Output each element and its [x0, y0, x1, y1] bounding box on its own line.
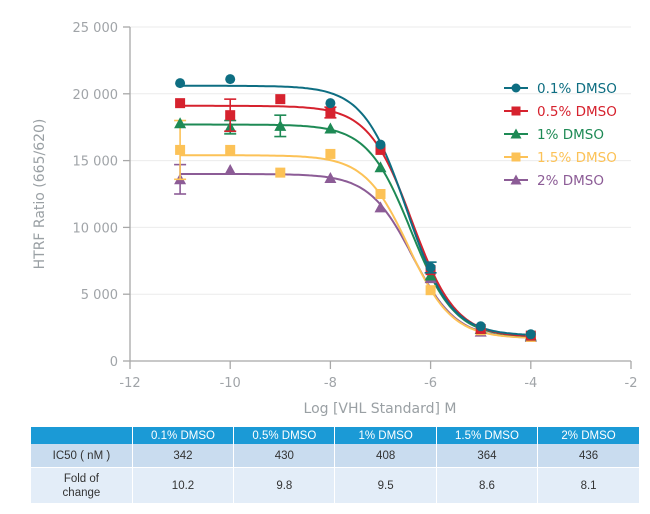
fit-curve — [180, 174, 531, 338]
square-marker — [512, 153, 521, 162]
table-cell: 342 — [132, 444, 233, 468]
square-marker — [175, 98, 185, 108]
x-tick-label: -12 — [119, 376, 140, 391]
legend-label: 0.5% DMSO — [537, 104, 617, 120]
legend-label: 1% DMSO — [537, 127, 604, 143]
table-cell: 9.8 — [234, 468, 335, 504]
legend-item: 2% DMSO — [504, 173, 604, 189]
square-marker — [275, 94, 285, 104]
y-tick-label: 0 — [110, 355, 118, 370]
table-cell: 8.1 — [538, 468, 639, 504]
square-marker — [512, 107, 521, 116]
table-cell: 10.2 — [132, 468, 233, 504]
table-cell: 430 — [234, 444, 335, 468]
table-header-cell — [31, 427, 132, 444]
results-table: 0.1% DMSO 0.5% DMSO 1% DMSO 1.5% DMSO 2%… — [31, 427, 639, 503]
square-marker — [376, 189, 386, 199]
triangle-marker — [375, 161, 387, 172]
circle-marker — [426, 262, 436, 272]
table-cell: 9.5 — [335, 468, 436, 504]
circle-marker — [512, 84, 521, 93]
row-label: IC50 ( nM ) — [31, 444, 132, 468]
table-header-row: 0.1% DMSO 0.5% DMSO 1% DMSO 1.5% DMSO 2%… — [31, 427, 639, 444]
legend-item: 1.5% DMSO — [504, 150, 617, 166]
legend-label: 1.5% DMSO — [537, 150, 617, 166]
y-tick-label: 10 000 — [73, 221, 119, 236]
legend-label: 0.1% DMSO — [537, 81, 617, 97]
x-tick-label: -2 — [625, 376, 638, 391]
table-header-cell: 1.5% DMSO — [436, 427, 537, 444]
x-tick-label: -4 — [524, 376, 537, 391]
table-cell: 8.6 — [436, 468, 537, 504]
table-cell: 364 — [436, 444, 537, 468]
square-marker — [325, 108, 335, 118]
square-marker — [175, 145, 185, 155]
table-cell: 436 — [538, 444, 639, 468]
x-tick-label: -10 — [220, 376, 241, 391]
row-label: Fold of change — [31, 468, 132, 504]
legend-item: 0.5% DMSO — [504, 104, 617, 120]
square-marker — [225, 110, 235, 120]
table-header-cell: 2% DMSO — [538, 427, 639, 444]
square-marker — [426, 285, 436, 295]
row-label-line: change — [63, 487, 101, 499]
square-marker — [325, 149, 335, 159]
table-header-cell: 0.5% DMSO — [234, 427, 335, 444]
square-marker — [275, 168, 285, 178]
table-row-ic50: IC50 ( nM ) 342 430 408 364 436 — [31, 444, 639, 468]
circle-marker — [225, 74, 235, 84]
legend-label: 2% DMSO — [537, 173, 604, 189]
fit-curve — [180, 155, 531, 337]
x-tick-label: -8 — [324, 376, 337, 391]
circle-marker — [376, 140, 386, 150]
data-points — [174, 74, 537, 342]
y-tick-label: 20 000 — [73, 88, 119, 103]
triangle-marker — [174, 117, 186, 128]
y-tick-label: 15 000 — [73, 155, 119, 170]
x-axis-title: Log [VHL Standard] M — [304, 401, 457, 417]
circle-marker — [175, 78, 185, 88]
circle-marker — [526, 329, 536, 339]
y-tick-label: 5 000 — [81, 288, 118, 303]
x-tick-label: -6 — [424, 376, 437, 391]
table-row-fold-change: Fold of change 10.2 9.8 9.5 8.6 8.1 — [31, 468, 639, 504]
circle-marker — [325, 98, 335, 108]
square-marker — [225, 145, 235, 155]
table-header-cell: 1% DMSO — [335, 427, 436, 444]
legend-item: 1% DMSO — [504, 127, 604, 143]
triangle-marker — [224, 164, 236, 175]
row-label-line: Fold of — [64, 473, 99, 485]
y-axis-title: HTRF Ratio (665/620) — [32, 119, 48, 270]
fit-curves — [180, 86, 531, 338]
y-tick-label: 25 000 — [73, 21, 119, 36]
legend: 0.1% DMSO 0.5% DMSO 1% DMSO 1.5% DMSO 2% DMS… — [504, 81, 617, 189]
fit-curve — [180, 86, 531, 335]
table-header-cell: 0.1% DMSO — [132, 427, 233, 444]
circle-marker — [476, 321, 486, 331]
dose-response-chart: 0 5 000 10 000 15 000 20 000 25 000 -12 -10 -8 -6… — [0, 0, 650, 420]
axes: 0 5 000 10 000 15 000 20 000 25 000 -12 -10 -8 -6… — [73, 21, 638, 391]
legend-item: 0.1% DMSO — [504, 81, 617, 97]
table-cell: 408 — [335, 444, 436, 468]
